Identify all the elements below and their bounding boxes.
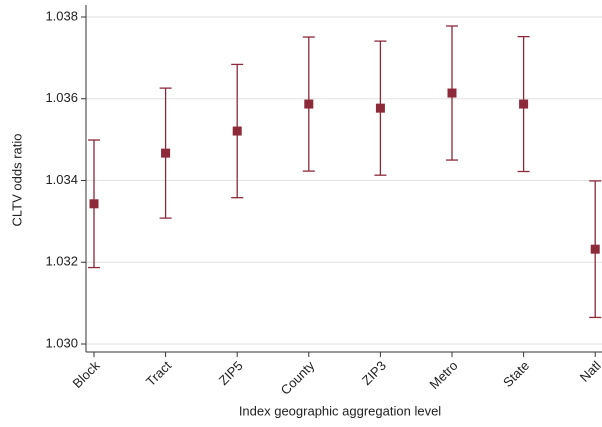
x-tick-label: Block <box>69 358 102 391</box>
x-tick-label: State <box>500 358 532 390</box>
y-tick-label: 1.038 <box>45 8 78 23</box>
x-tick-label: ZIP5 <box>216 358 246 388</box>
x-tick-label: ZIP3 <box>359 358 389 388</box>
x-tick-label: Metro <box>426 358 460 392</box>
point <box>89 199 99 209</box>
x-tick-label: Natl <box>577 358 602 385</box>
y-tick-label: 1.036 <box>45 90 78 105</box>
y-tick-label: 1.034 <box>45 172 78 187</box>
x-tick-label: County <box>278 358 318 398</box>
y-axis-title: CLTV odds ratio <box>9 134 24 227</box>
point <box>375 103 385 113</box>
point <box>519 99 529 109</box>
point <box>161 148 171 158</box>
x-axis-title: Index geographic aggregation level <box>239 403 441 418</box>
point <box>590 244 600 254</box>
x-tick-label: Tract <box>143 358 174 389</box>
point <box>304 99 314 109</box>
point <box>447 88 457 98</box>
point <box>232 126 242 136</box>
y-tick-label: 1.030 <box>45 335 78 350</box>
y-tick-label: 1.032 <box>45 254 78 269</box>
